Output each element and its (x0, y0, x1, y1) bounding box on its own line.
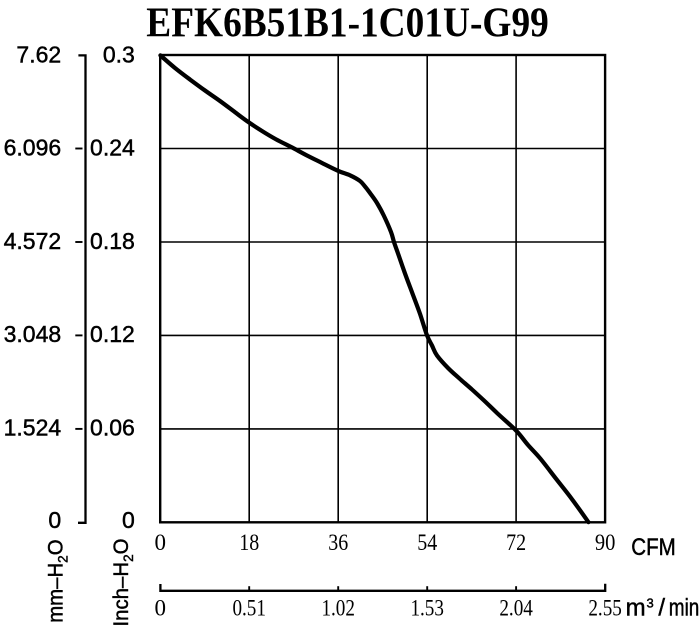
svg-text:m: m (626, 594, 646, 621)
svg-text:0.3: 0.3 (103, 42, 135, 68)
svg-text:3: 3 (647, 595, 654, 610)
svg-text:mm–H2O: mm–H2O (44, 539, 70, 622)
svg-text:0.51: 0.51 (232, 596, 266, 621)
svg-text:0.06: 0.06 (90, 415, 135, 441)
svg-text:1.524: 1.524 (4, 415, 62, 441)
svg-text:Inch–H2O: Inch–H2O (110, 539, 136, 626)
svg-text:0: 0 (48, 507, 61, 533)
svg-text:1.02: 1.02 (321, 596, 355, 621)
svg-text:min: min (669, 594, 700, 621)
svg-text:3.048: 3.048 (4, 321, 62, 347)
svg-text:4.572: 4.572 (4, 228, 62, 254)
svg-text:6.096: 6.096 (4, 134, 62, 160)
svg-text:0.24: 0.24 (90, 134, 135, 160)
svg-text:0: 0 (122, 507, 135, 533)
svg-text:/: / (658, 594, 665, 621)
svg-text:CFM: CFM (631, 534, 676, 561)
svg-text:2.04: 2.04 (499, 596, 533, 621)
svg-text:EFK6B51B1-1C01U-G99: EFK6B51B1-1C01U-G99 (146, 1, 549, 47)
svg-text:0: 0 (154, 530, 166, 555)
svg-text:0.18: 0.18 (90, 228, 135, 254)
svg-text:0: 0 (154, 596, 166, 621)
svg-text:36: 36 (328, 530, 348, 555)
svg-text:2.55: 2.55 (588, 596, 622, 621)
svg-text:18: 18 (239, 530, 259, 555)
svg-text:54: 54 (417, 530, 437, 555)
svg-text:7.62: 7.62 (16, 42, 61, 68)
svg-text:72: 72 (506, 530, 526, 555)
svg-text:1.53: 1.53 (410, 596, 444, 621)
svg-text:90: 90 (595, 530, 616, 555)
svg-text:0.12: 0.12 (90, 321, 135, 347)
